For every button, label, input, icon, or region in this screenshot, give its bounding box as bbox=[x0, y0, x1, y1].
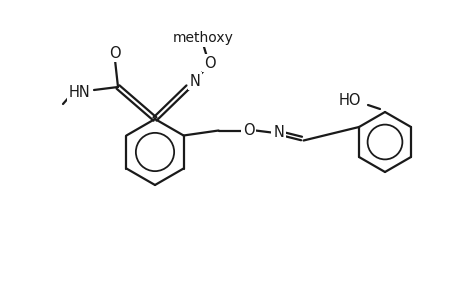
Text: HN: HN bbox=[69, 85, 91, 100]
Text: N: N bbox=[189, 74, 200, 88]
Text: N: N bbox=[273, 125, 283, 140]
Text: HO: HO bbox=[338, 92, 360, 107]
Text: O: O bbox=[204, 56, 215, 70]
Text: O: O bbox=[242, 123, 254, 138]
Text: O: O bbox=[109, 46, 121, 61]
Text: methoxy: methoxy bbox=[172, 31, 233, 45]
